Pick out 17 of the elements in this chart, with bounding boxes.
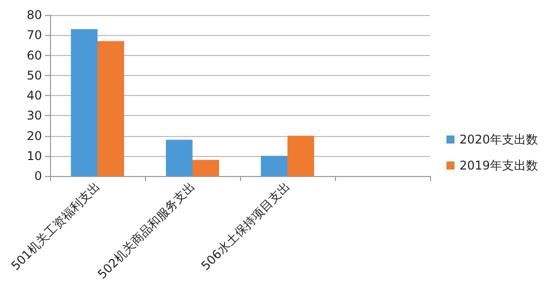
bar [166,140,192,176]
legend-label: 2020年支出数 [459,132,538,146]
y-tick-label: 50 [26,68,42,82]
y-tick-label: 30 [26,108,42,123]
y-tick-label: 0 [34,169,42,183]
bar [288,136,314,176]
bar [192,160,220,176]
y-tick-label: 10 [26,148,42,163]
bar [70,29,98,176]
y-tick-label: 70 [26,28,42,42]
y-tick-label: 40 [26,88,42,102]
y-tick-label: 60 [26,48,42,62]
y-tick-label: 80 [26,8,42,22]
bar [98,41,124,176]
bar [260,156,288,176]
y-tick-label: 20 [26,128,42,143]
legend-label: 2019年支出数 [459,158,538,172]
